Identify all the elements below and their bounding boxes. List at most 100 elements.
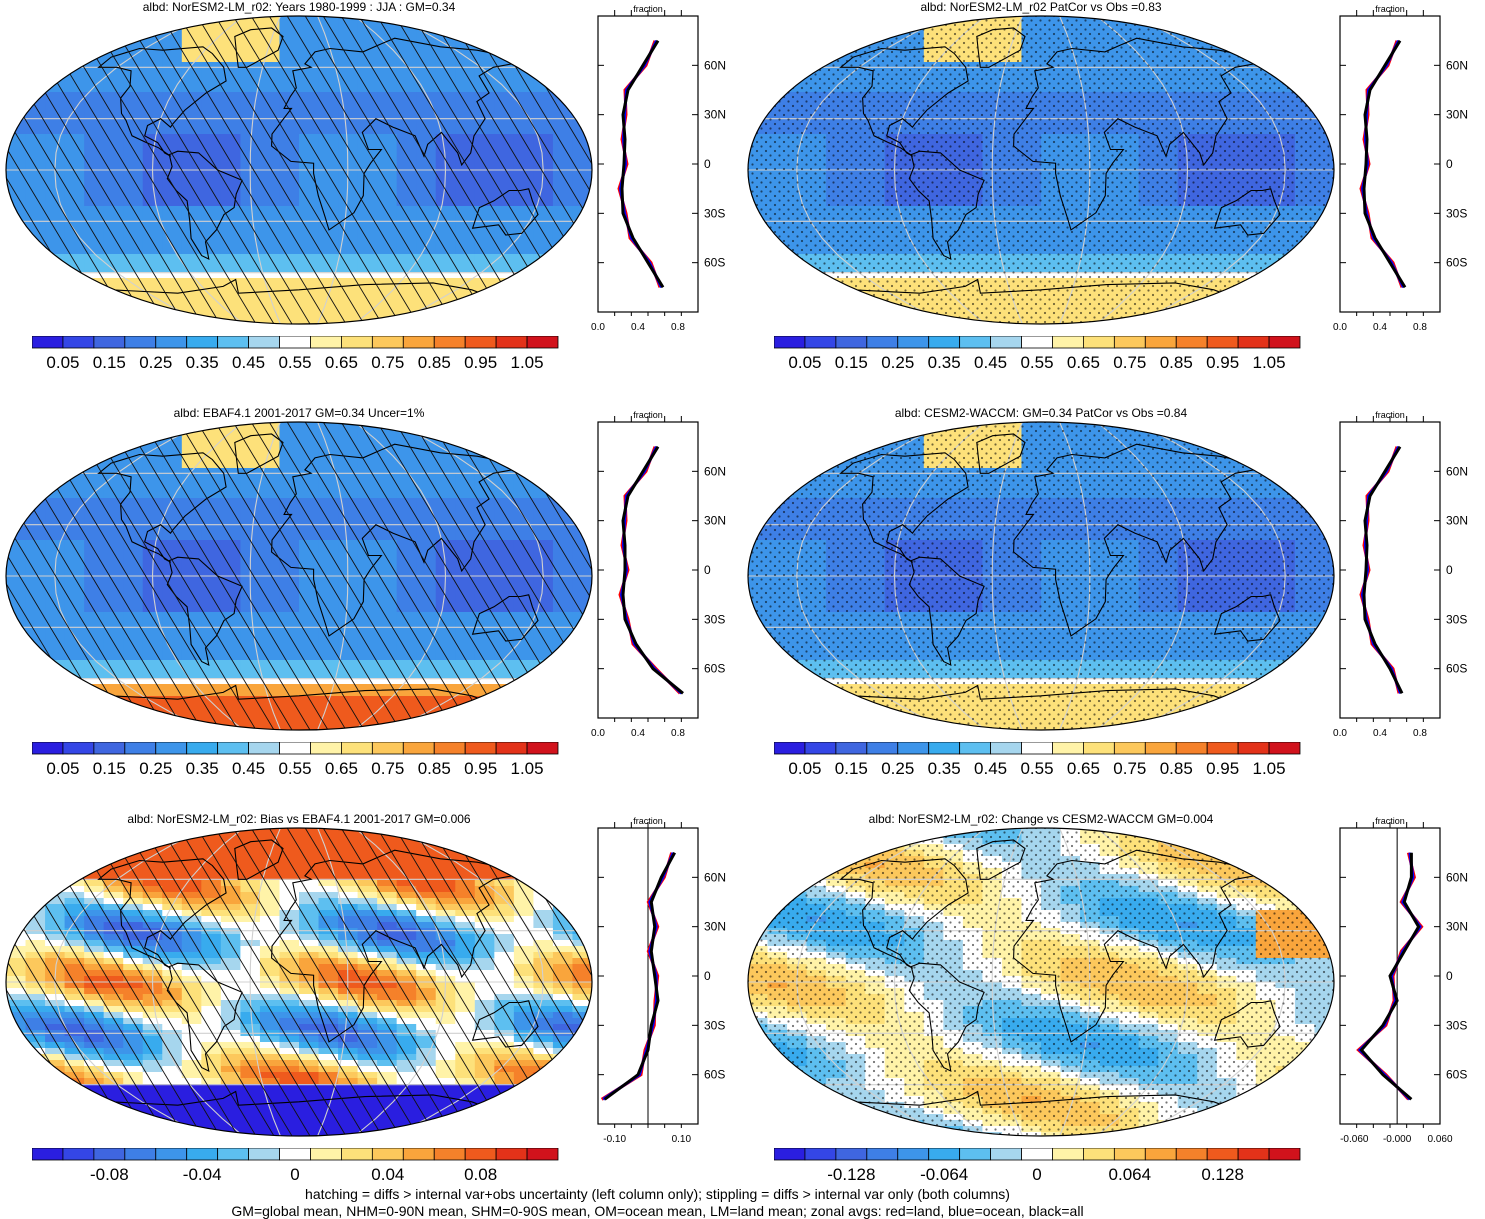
map-cell xyxy=(26,726,47,732)
map-cell xyxy=(65,302,86,309)
map-cell xyxy=(201,432,222,439)
map-cell xyxy=(338,630,359,637)
map-cell xyxy=(84,420,105,427)
map-cell xyxy=(338,32,359,39)
map-cell xyxy=(260,278,281,285)
map-cell xyxy=(787,32,808,39)
map-cell xyxy=(65,444,86,451)
colorbar-bin xyxy=(465,336,496,348)
map-cell xyxy=(45,546,66,553)
map-cell xyxy=(162,86,183,93)
map-cell xyxy=(338,254,359,261)
map-cell xyxy=(240,230,261,237)
map-cell xyxy=(182,582,203,589)
map-cell xyxy=(123,666,144,673)
map-cell xyxy=(338,660,359,667)
map-cell xyxy=(807,426,828,433)
map-cell xyxy=(768,254,789,261)
map-cell xyxy=(1197,432,1218,439)
map-cell xyxy=(455,254,476,261)
map-cell xyxy=(807,38,828,45)
map-cell xyxy=(436,14,457,21)
map-cell xyxy=(221,260,242,267)
map-cell xyxy=(436,498,457,505)
map-cell xyxy=(338,462,359,469)
map-cell xyxy=(104,26,125,33)
map-cell xyxy=(201,266,222,273)
colorbar-label: 0.25 xyxy=(139,353,172,372)
map-cell xyxy=(533,696,554,703)
map-cell xyxy=(1275,426,1296,433)
map-cell xyxy=(84,320,105,326)
map-cell xyxy=(26,308,47,315)
map-cell xyxy=(943,320,964,326)
map-cell xyxy=(553,86,574,93)
map-cell xyxy=(319,702,340,709)
map-cell xyxy=(475,594,496,601)
map-cell xyxy=(475,702,496,709)
map-cell xyxy=(221,200,242,207)
map-cell xyxy=(104,320,125,326)
map-cell xyxy=(240,666,261,673)
map-cell xyxy=(787,20,808,27)
map-cell xyxy=(240,278,261,285)
map-cell xyxy=(65,696,86,703)
colorbar-bin xyxy=(63,742,94,754)
map-cell xyxy=(436,714,457,721)
map-cell xyxy=(865,302,886,309)
colorbar-label: 0.75 xyxy=(371,759,404,778)
map-cell xyxy=(84,212,105,219)
map-cell xyxy=(162,116,183,123)
map-cell xyxy=(436,600,457,607)
map-cell xyxy=(162,266,183,273)
map-cell xyxy=(494,420,515,427)
map-cell xyxy=(358,206,379,213)
map-cell xyxy=(201,600,222,607)
colorbar-label: 0.05 xyxy=(46,759,79,778)
map-cell xyxy=(65,80,86,87)
map-cell xyxy=(494,206,515,213)
map-cell xyxy=(104,606,125,613)
map-cell xyxy=(299,510,320,517)
map-cell xyxy=(162,206,183,213)
colorbar-bin xyxy=(372,742,403,754)
map-cell xyxy=(104,20,125,27)
map-cell xyxy=(319,74,340,81)
map-cell xyxy=(494,534,515,541)
profile-xtick-label: 0.4 xyxy=(631,322,645,333)
colorbar-label: 0.65 xyxy=(325,759,358,778)
map-cell xyxy=(6,86,27,93)
map-cell xyxy=(201,516,222,523)
map-cell xyxy=(553,720,574,727)
map-cell xyxy=(260,486,281,493)
map-cell xyxy=(807,308,828,315)
map-cell xyxy=(123,152,144,159)
map-cell xyxy=(768,26,789,33)
map-cell xyxy=(319,236,340,243)
map-cell xyxy=(553,248,574,255)
map-cell xyxy=(299,660,320,667)
map-cell xyxy=(221,516,242,523)
map-cell xyxy=(65,38,86,45)
map-cell xyxy=(377,236,398,243)
map-cell xyxy=(45,708,66,715)
map-cell xyxy=(299,552,320,559)
colorbar-label: 0.05 xyxy=(46,353,79,372)
map-cell xyxy=(260,170,281,177)
map-cell xyxy=(65,462,86,469)
map-cell xyxy=(416,420,437,427)
colorbar-bin xyxy=(372,336,403,348)
map-cell xyxy=(553,146,574,153)
map-cell xyxy=(1256,56,1277,63)
map-cell xyxy=(123,260,144,267)
colorbar-bin xyxy=(434,336,465,348)
map-cell xyxy=(826,26,847,33)
map-cell xyxy=(45,308,66,315)
map-cell xyxy=(65,200,86,207)
map-cell xyxy=(221,86,242,93)
map-cell xyxy=(553,444,574,451)
map-cell xyxy=(748,230,769,237)
map-cell xyxy=(26,50,47,57)
map-cell xyxy=(26,480,47,487)
map-cell xyxy=(436,630,457,637)
